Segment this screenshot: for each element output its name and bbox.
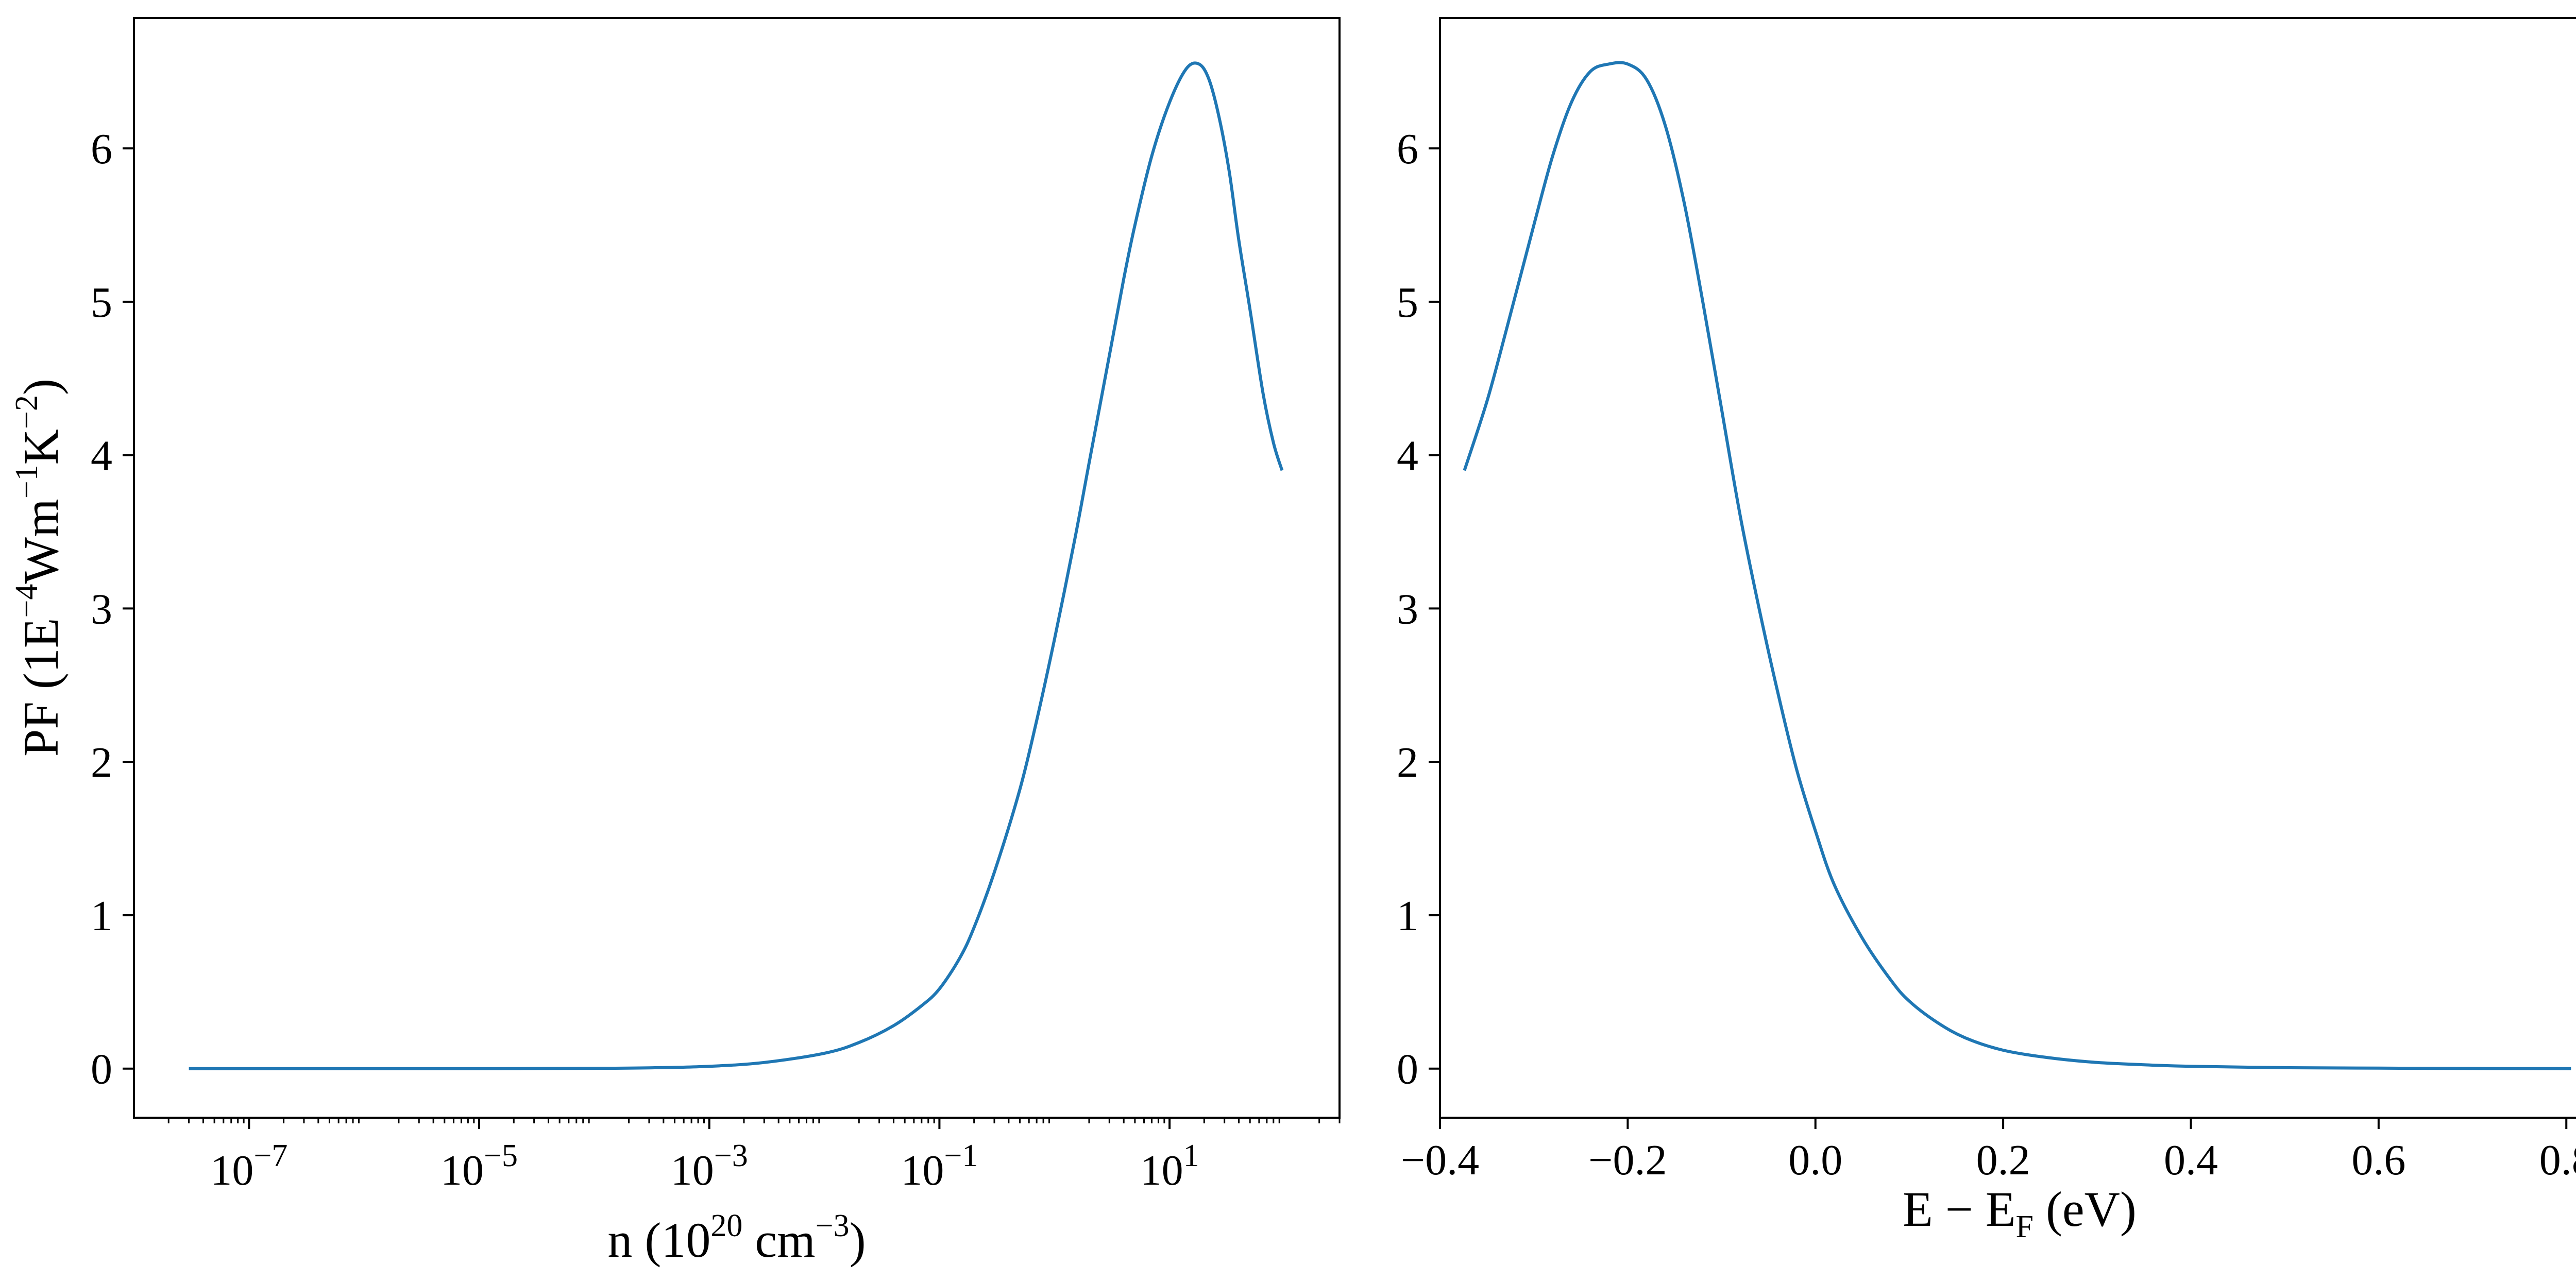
y-tick-label: 4 [91, 432, 112, 480]
x-tick-label: 0.6 [2351, 1136, 2405, 1184]
right-ticks: 0 1 2 3 4 5 6 −0.4 −0.2 0.0 0.2 0.4 0.6 0.8 [1397, 125, 2576, 1184]
y-tick-label: 6 [1397, 125, 1418, 173]
x-tick-label: 0.2 [1976, 1136, 2030, 1184]
x-tick-label: 10−7 [210, 1138, 287, 1194]
right-series-line [1463, 61, 2571, 1070]
left-plot-frame [133, 17, 1341, 1119]
x-tick-label: 10−1 [901, 1138, 978, 1194]
x-tick-label: 101 [1140, 1138, 1199, 1194]
left-ticks: 0 1 2 3 4 5 6 10−7 10−5 10−3 10−1 101 [91, 125, 1341, 1194]
y-tick-label: 2 [1397, 739, 1418, 787]
y-tick-label: 3 [91, 585, 112, 633]
left-chart: 0 1 2 3 4 5 6 10−7 10−5 10−3 10−1 101 n (1020 cm−3)… [9, 17, 1341, 1268]
left-series-line [189, 61, 1284, 1070]
y-tick-label: 4 [1397, 432, 1418, 480]
left-y-axis-label: PF (1E−4Wm−1K−2) [9, 379, 69, 757]
y-tick-label: 0 [1397, 1046, 1418, 1093]
y-tick-label: 5 [91, 279, 112, 327]
x-tick-label: 10−5 [440, 1138, 518, 1194]
y-tick-label: 6 [91, 125, 112, 173]
y-tick-label: 0 [91, 1046, 112, 1093]
y-tick-label: 2 [91, 739, 112, 787]
y-tick-label: 1 [91, 892, 112, 940]
x-tick-label: 0.0 [1788, 1136, 1842, 1184]
x-tick-label: 10−3 [671, 1138, 748, 1194]
right-plot-frame [1439, 17, 2576, 1119]
y-tick-label: 3 [1397, 585, 1418, 633]
right-chart: 0 1 2 3 4 5 6 −0.4 −0.2 0.0 0.2 0.4 0.6 0.8 E − EF (e… [1397, 17, 2576, 1244]
right-x-axis-label: E − EF (eV) [1903, 1182, 2137, 1244]
x-tick-label: 0.8 [2539, 1136, 2576, 1184]
y-tick-label: 1 [1397, 892, 1418, 940]
x-tick-label: 0.4 [2164, 1136, 2218, 1184]
y-tick-label: 5 [1397, 279, 1418, 327]
x-tick-label: −0.4 [1401, 1136, 1479, 1184]
left-x-axis-label: n (1020 cm−3) [607, 1208, 866, 1268]
x-tick-label: −0.2 [1588, 1136, 1667, 1184]
